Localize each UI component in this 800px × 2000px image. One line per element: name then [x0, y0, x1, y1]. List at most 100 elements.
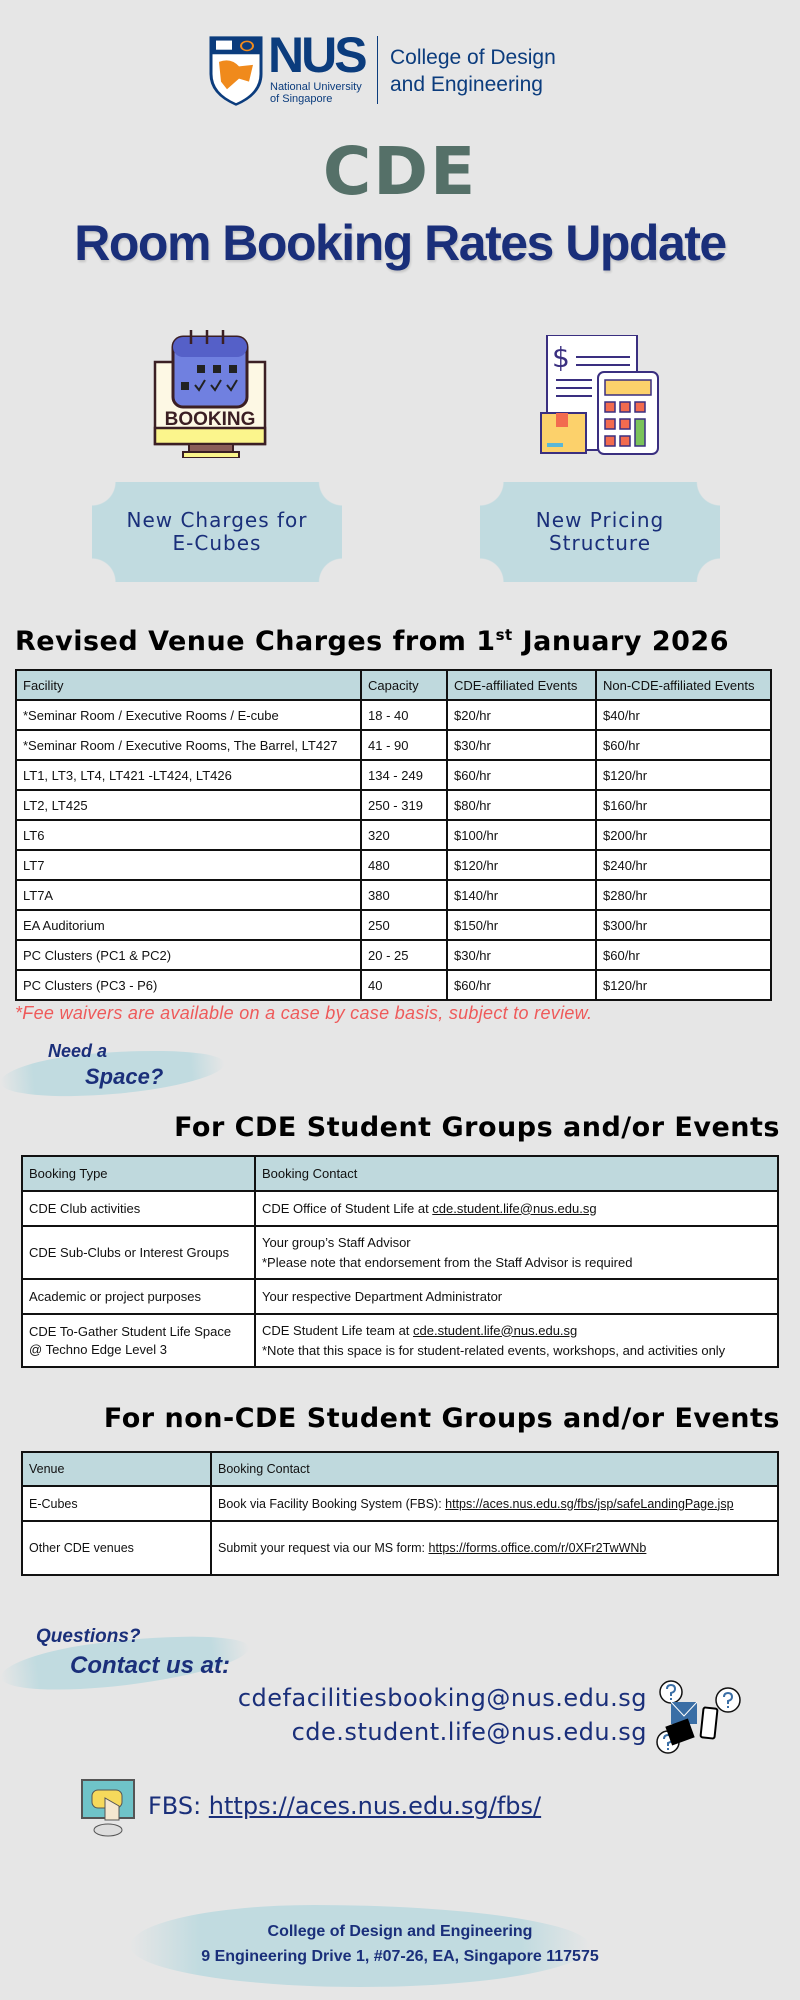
highlight-label: Structure	[548, 531, 652, 555]
column-header: Facility	[15, 669, 362, 701]
cde-rate-cell: $150/hr	[446, 909, 597, 941]
contact-line: CDE Office of Student Life at cde.studen…	[262, 1201, 771, 1217]
cde-acronym: CDE	[322, 133, 478, 210]
booking-type-line: @ Techno Edge Level 3	[29, 1341, 167, 1357]
table-row: CDE To-Gather Student Life Space @ Techno…	[21, 1313, 779, 1368]
booking-contact-cell: CDE Office of Student Life at cde.studen…	[254, 1190, 779, 1227]
heading-sup: st	[495, 626, 513, 644]
table-row: Other CDE venues Submit your request via …	[21, 1520, 779, 1576]
fbs-touchscreen-icon	[81, 1779, 135, 1837]
capacity-cell: 380	[360, 879, 448, 911]
column-header: Venue	[21, 1451, 212, 1487]
column-header: Capacity	[360, 669, 448, 701]
capacity-cell: 41 - 90	[360, 729, 448, 761]
contact-email-link[interactable]: cde.student.life@nus.edu.sg	[432, 1200, 597, 1216]
venue-cell: Other CDE venues	[21, 1520, 212, 1576]
booking-calendar-icon: BOOKING	[153, 330, 267, 458]
non-cde-rate-cell: $40/hr	[595, 699, 772, 731]
table-row: Academic or project purposes Your respect…	[21, 1278, 779, 1315]
nus-crest-logo	[209, 36, 263, 106]
booking-type-line: Academic or project purposes	[29, 1288, 201, 1304]
facility-cell: EA Auditorium	[15, 909, 362, 941]
capacity-cell: 40	[360, 969, 448, 1001]
column-header: Booking Contact	[254, 1155, 779, 1192]
non-cde-rate-cell: $60/hr	[595, 729, 772, 761]
contact-note: *Note that this space is for student-rel…	[262, 1342, 726, 1358]
booking-contact-cell: Your group’s Staff Advisor *Please note t…	[254, 1225, 779, 1280]
table-row: LT7A 380 $140/hr $280/hr	[15, 879, 772, 911]
student-life-email-link[interactable]: cde.student.life@nus.edu.sg	[291, 1718, 647, 1746]
svg-text:BOOKING: BOOKING	[165, 409, 256, 430]
cde-rate-cell: $80/hr	[446, 789, 597, 821]
contact-text: Your group’s Staff Advisor	[262, 1234, 411, 1250]
capacity-cell: 250 - 319	[360, 789, 448, 821]
nus-wordmark: NUS	[268, 27, 368, 83]
pricing-calculator-icon: $	[540, 335, 659, 455]
contact-line: Your group’s Staff Advisor	[262, 1235, 771, 1251]
cde-rate-cell: $30/hr	[446, 729, 597, 761]
table-row: CDE Sub-Clubs or Interest Groups Your gro…	[21, 1225, 779, 1280]
need-space-line1: Need a	[48, 1041, 108, 1061]
table-row: *Seminar Room / Executive Rooms, The Bar…	[15, 729, 772, 761]
footer-college-name: College of Design and Engineering	[267, 1923, 533, 1940]
logo-divider	[377, 36, 378, 104]
booking-type-line: CDE To-Gather Student Life Space	[29, 1323, 232, 1339]
booking-link[interactable]: https://forms.office.com/r/0XFr2TwWNb	[428, 1541, 647, 1555]
highlight-label: E-Cubes	[172, 531, 262, 555]
svg-text:$: $	[552, 341, 570, 374]
facility-cell: *Seminar Room / Executive Rooms / E-cube	[15, 699, 362, 731]
contact-text: CDE Office of Student Life at	[262, 1200, 433, 1216]
facility-cell: LT1, LT3, LT4, LT421 -LT424, LT426	[15, 759, 362, 791]
cde-groups-heading: For CDE Student Groups and/or Events	[174, 1112, 780, 1143]
footer-address: 9 Engineering Drive 1, #07-26, EA, Singa…	[201, 1948, 599, 1965]
non-cde-rate-cell: $200/hr	[595, 819, 772, 851]
non-cde-rate-cell: $240/hr	[595, 849, 772, 881]
non-cde-groups-heading: For non-CDE Student Groups and/or Events	[103, 1403, 780, 1434]
capacity-cell: 480	[360, 849, 448, 881]
booking-type-cell: CDE To-Gather Student Life Space @ Techno…	[21, 1313, 256, 1368]
highlight-new-pricing: New Pricing Structure	[480, 482, 720, 582]
facility-cell: PC Clusters (PC3 - P6)	[15, 969, 362, 1001]
email-phone-question-icon	[656, 1680, 741, 1754]
table-row: LT7 480 $120/hr $240/hr	[15, 849, 772, 881]
table-header-row: Facility Capacity CDE-affiliated Events …	[15, 669, 772, 701]
booking-type-cell: Academic or project purposes	[21, 1278, 256, 1315]
non-cde-rate-cell: $300/hr	[595, 909, 772, 941]
nus-subtitle: National University of Singapore	[270, 81, 362, 105]
capacity-cell: 20 - 25	[360, 939, 448, 971]
highlight-label: New Pricing	[535, 508, 665, 532]
table-row: LT6 320 $100/hr $200/hr	[15, 819, 772, 851]
cde-rate-cell: $60/hr	[446, 969, 597, 1001]
facility-cell: LT7A	[15, 879, 362, 911]
column-header: CDE-affiliated Events	[446, 669, 597, 701]
cde-rate-cell: $100/hr	[446, 819, 597, 851]
facility-cell: LT7	[15, 849, 362, 881]
contact-text: Submit your request via our MS form:	[218, 1541, 429, 1555]
venue-cell: E-Cubes	[21, 1485, 212, 1522]
facilities-email-link[interactable]: cdefacilitiesbooking@nus.edu.sg	[237, 1684, 647, 1712]
facility-cell: *Seminar Room / Executive Rooms, The Bar…	[15, 729, 362, 761]
contact-text: Your respective Department Administrator	[262, 1288, 503, 1304]
cde-rate-cell: $140/hr	[446, 879, 597, 911]
table-header-row: Booking Type Booking Contact	[21, 1155, 779, 1192]
booking-link[interactable]: https://aces.nus.edu.sg/fbs/jsp/safeLand…	[445, 1496, 734, 1511]
capacity-cell: 134 - 249	[360, 759, 448, 791]
capacity-cell: 18 - 40	[360, 699, 448, 731]
non-cde-rate-cell: $120/hr	[595, 969, 772, 1001]
page-title: Room Booking Rates Update	[74, 215, 727, 271]
booking-type-line: CDE Club activities	[29, 1200, 141, 1216]
footer-brush	[130, 1905, 590, 1987]
contact-email-link[interactable]: cde.student.life@nus.edu.sg	[413, 1322, 578, 1338]
cde-rate-cell: $120/hr	[446, 849, 597, 881]
table-row: CDE Club activities CDE Office of Student…	[21, 1190, 779, 1227]
facility-cell: PC Clusters (PC1 & PC2)	[15, 939, 362, 971]
cde-rate-cell: $60/hr	[446, 759, 597, 791]
column-header: Booking Contact	[210, 1451, 779, 1487]
venue-charges-table: Facility Capacity CDE-affiliated Events …	[15, 669, 772, 1001]
table-row: E-Cubes Book via Facility Booking System …	[21, 1485, 779, 1522]
contact-text: Book via Facility Booking System (FBS):	[218, 1496, 446, 1511]
college-line: and Engineering	[390, 73, 543, 96]
contact-note: *Please note that endorsement from the S…	[262, 1254, 633, 1270]
fbs-link[interactable]: https://aces.nus.edu.sg/fbs/	[208, 1792, 542, 1820]
heading-text: January 2026	[512, 626, 729, 657]
